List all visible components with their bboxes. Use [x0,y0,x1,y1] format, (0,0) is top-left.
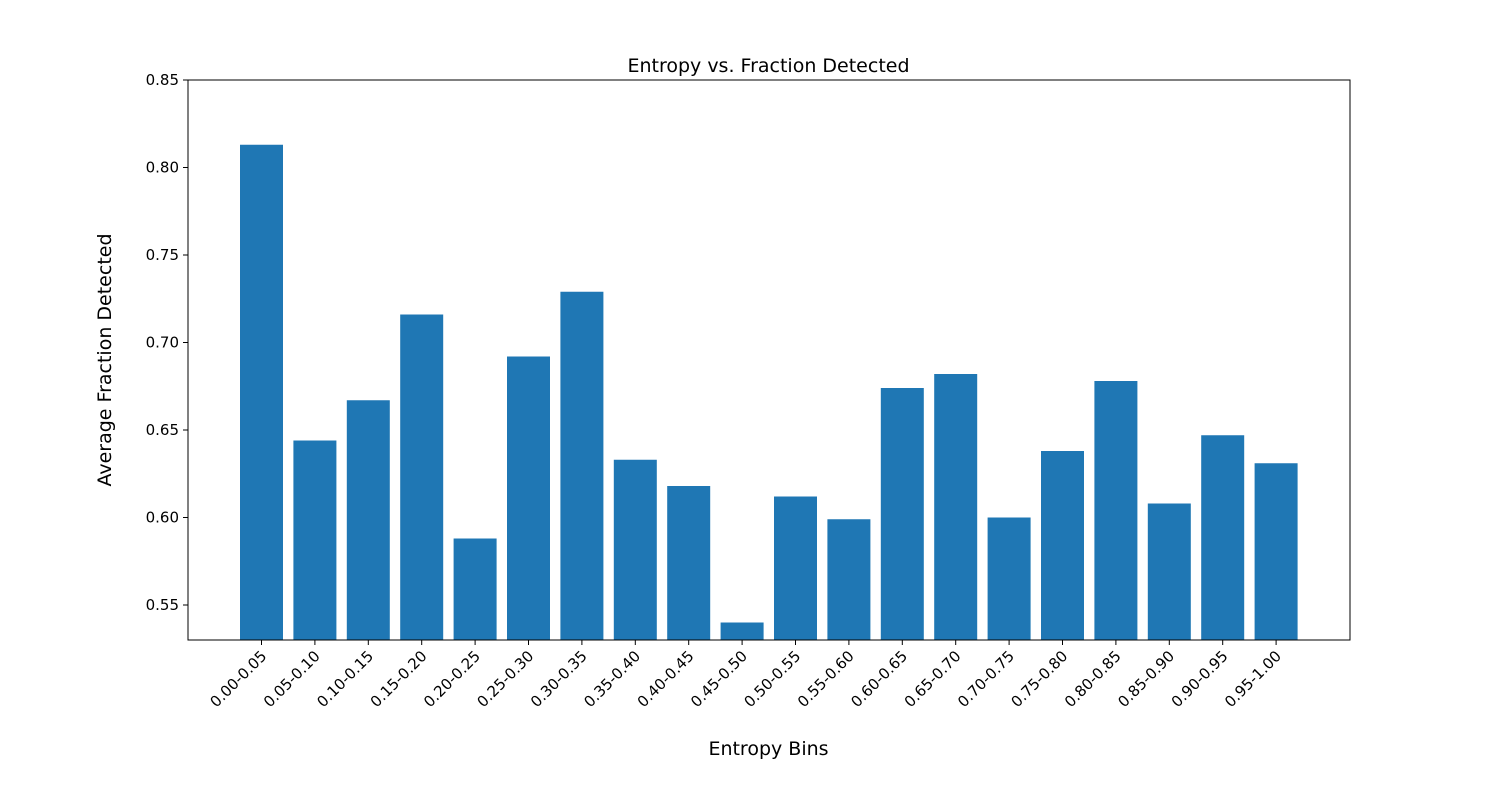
bar [240,144,283,640]
x-tick-label: 0.35-0.40 [580,647,644,711]
bar [560,291,604,640]
x-tick-label: 0.55-0.60 [794,647,858,711]
x-tick-label: 0.20-0.25 [420,647,484,711]
bar [987,517,1031,640]
bar [613,459,657,640]
bar [293,440,337,640]
bar [720,622,764,640]
bar [827,519,871,640]
bars-group [240,144,1298,640]
x-tick-label: 0.95-1.00 [1221,647,1285,711]
x-tick-label: 0.60-0.65 [847,647,911,711]
x-tick-label: 0.45-0.50 [687,647,751,711]
x-tick-label: 0.75-0.80 [1008,647,1072,711]
bar [1041,451,1084,640]
bar [400,314,444,640]
y-tick-label: 0.55 [146,596,179,614]
y-tick-label: 0.70 [146,334,179,352]
x-tick-label: 0.00-0.05 [207,647,271,711]
x-axis-ticks: 0.00-0.050.05-0.100.10-0.150.15-0.200.20… [207,640,1285,711]
x-tick-label: 0.65-0.70 [901,647,965,711]
bar [1094,381,1138,640]
bar [1201,435,1245,640]
bar [934,374,978,640]
y-tick-label: 0.60 [146,509,179,527]
y-tick-label: 0.75 [146,246,179,264]
y-axis-ticks: 0.55 0.60 0.65 0.70 0.75 0.80 0.85 [146,71,188,614]
x-tick-label: 0.80-0.85 [1061,647,1125,711]
bar [346,400,390,640]
x-tick-label: 0.05-0.10 [260,647,324,711]
bar [1147,503,1191,640]
x-tick-label: 0.40-0.45 [634,647,698,711]
x-tick-label: 0.70-0.75 [954,647,1018,711]
bar [667,486,711,640]
bar [774,496,817,640]
x-tick-label: 0.85-0.90 [1114,647,1178,711]
x-tick-label: 0.25-0.30 [474,647,538,711]
bar [1254,463,1298,640]
x-tick-label: 0.50-0.55 [741,647,805,711]
plot-area-frame [187,79,1351,641]
x-tick-label: 0.15-0.20 [367,647,431,711]
y-axis-label: Average Fraction Detected [94,233,116,486]
x-tick-label: 0.10-0.15 [313,647,377,711]
y-tick-label: 0.85 [146,71,179,89]
y-tick-label: 0.65 [146,421,179,439]
x-tick-label: 0.30-0.35 [527,647,591,711]
bar [880,388,924,640]
bar [507,356,550,640]
bar [453,538,497,640]
chart-title: Entropy vs. Fraction Detected [627,55,909,77]
y-tick-label: 0.80 [146,159,179,177]
x-axis-label: Entropy Bins [708,738,828,760]
x-tick-label: 0.90-0.95 [1168,647,1232,711]
